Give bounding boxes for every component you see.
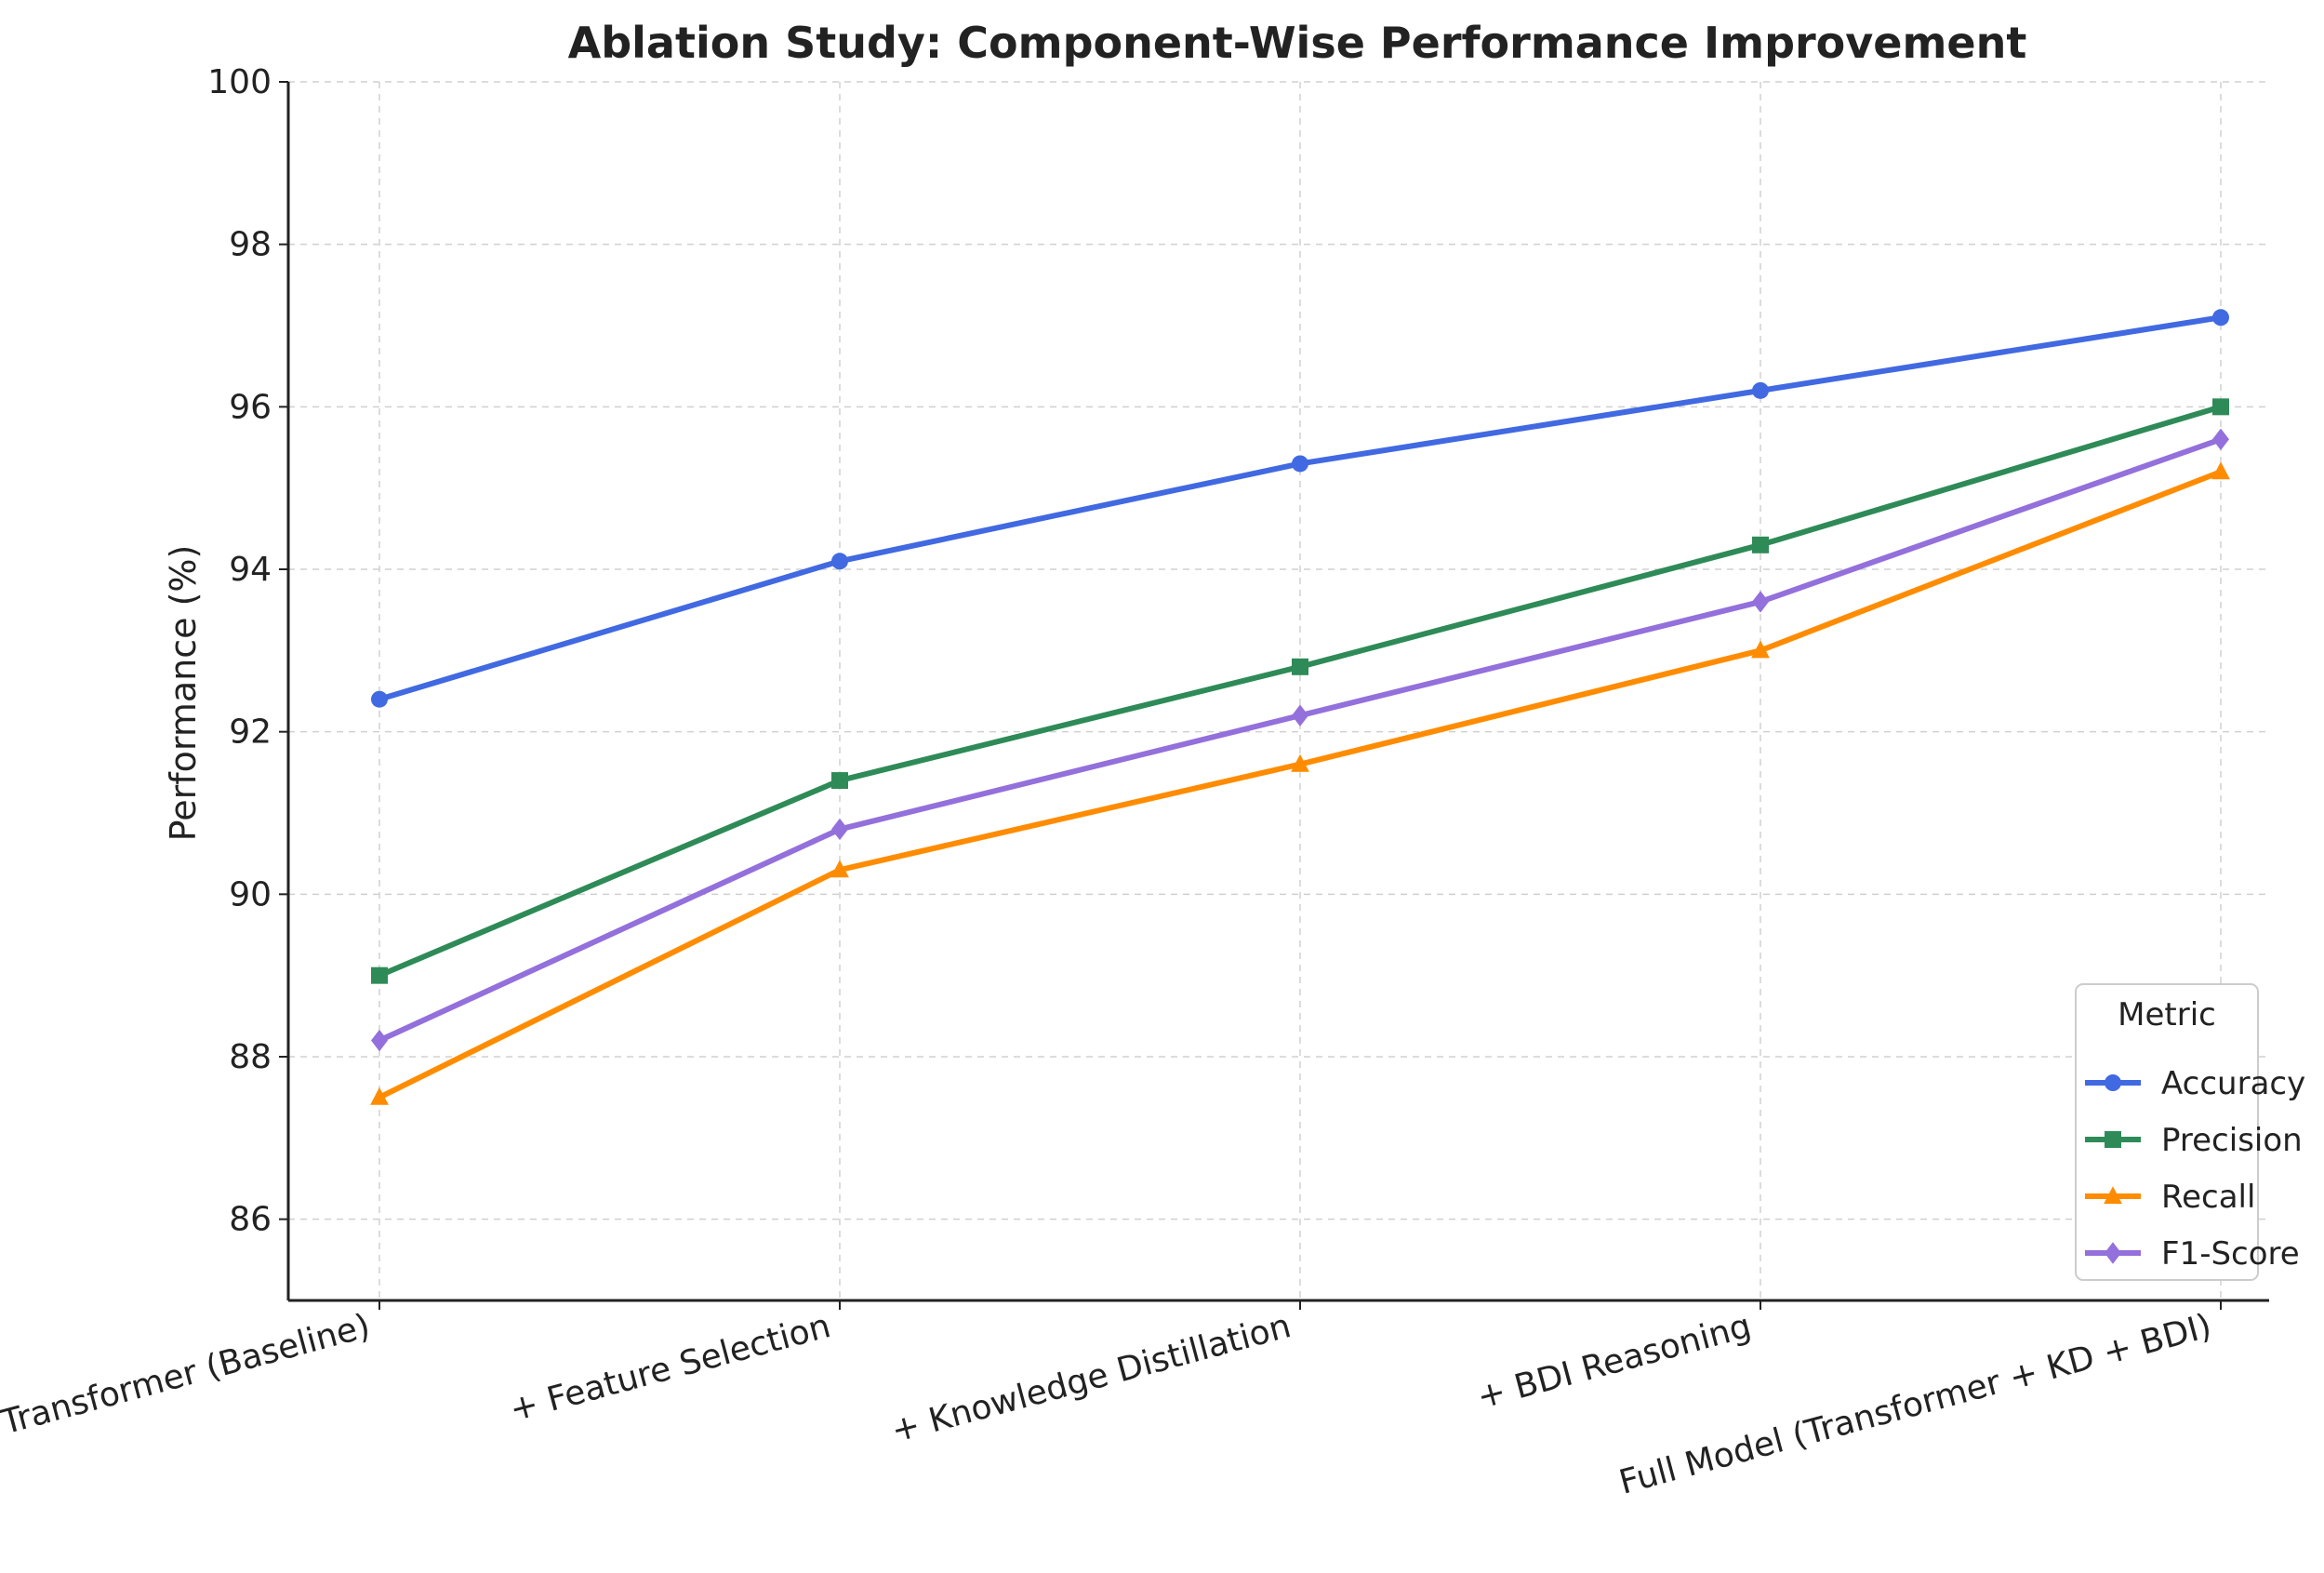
x-tick-label: + Feature Selection (506, 1307, 835, 1429)
y-tick-label: 100 (207, 63, 272, 101)
legend-marker-f1-score (2105, 1242, 2121, 1264)
f1-score-point (371, 1029, 388, 1052)
y-axis-label: Performance (%) (163, 545, 204, 842)
precision-point (831, 772, 848, 790)
legend-label-f1-score: F1-Score (2161, 1235, 2300, 1273)
x-tick-label: + BDI Reasoning (1473, 1307, 1755, 1417)
legend-box (2075, 983, 2259, 1281)
recall-point (1751, 640, 1770, 659)
x-axis-ticks: Transformer (Baseline) + Feature Selectio… (0, 1300, 2222, 1502)
legend-marker-precision (2105, 1131, 2121, 1148)
legend-label-precision: Precision (2161, 1122, 2303, 1159)
y-tick-label: 94 (229, 551, 272, 589)
legend-title: Metric (2118, 996, 2216, 1033)
precision-point (1292, 658, 1308, 675)
y-tick-label: 92 (229, 713, 272, 752)
y-tick-label: 86 (229, 1201, 272, 1239)
f1-score-point (2212, 428, 2229, 450)
y-tick-label: 90 (229, 875, 272, 913)
legend: Metric Accuracy Precision Recall F1-Score (2075, 983, 2305, 1281)
y-axis-ticks: 86 88 90 92 94 96 98 100 (207, 63, 288, 1239)
legend-marker-accuracy (2105, 1074, 2121, 1091)
recall-point (1291, 753, 1309, 772)
accuracy-point (371, 690, 388, 708)
series-recall (370, 461, 2230, 1105)
y-tick-label: 88 (229, 1038, 272, 1076)
chart-title: Ablation Study: Component-Wise Performan… (568, 18, 2027, 68)
precision-point (371, 966, 388, 984)
precision-point (1752, 536, 1769, 553)
accuracy-point (831, 553, 848, 570)
series-group (370, 309, 2230, 1105)
f1-score-point (831, 818, 848, 841)
x-tick-label: Transformer (Baseline) (0, 1307, 374, 1443)
accuracy-point (1292, 455, 1308, 473)
legend-label-recall: Recall (2161, 1179, 2255, 1216)
accuracy-point (2212, 309, 2229, 327)
grid-lines (288, 81, 2269, 1300)
f1-score-point (1752, 591, 1769, 613)
recall-point (2211, 461, 2230, 480)
y-tick-label: 98 (229, 226, 272, 264)
legend-label-accuracy: Accuracy (2161, 1065, 2305, 1102)
series-accuracy (371, 309, 2229, 708)
f1-score-point (1292, 704, 1308, 727)
x-tick-label: + Knowledge Distillation (887, 1307, 1295, 1450)
series-precision (371, 398, 2229, 984)
accuracy-point (1752, 381, 1769, 399)
legend-marker-recall (2104, 1186, 2122, 1205)
axes (286, 82, 2269, 1302)
recall-point (370, 1086, 389, 1105)
y-tick-label: 96 (229, 388, 272, 426)
precision-point (2212, 398, 2229, 416)
recall-point (830, 860, 849, 878)
series-f1-score (371, 428, 2229, 1052)
